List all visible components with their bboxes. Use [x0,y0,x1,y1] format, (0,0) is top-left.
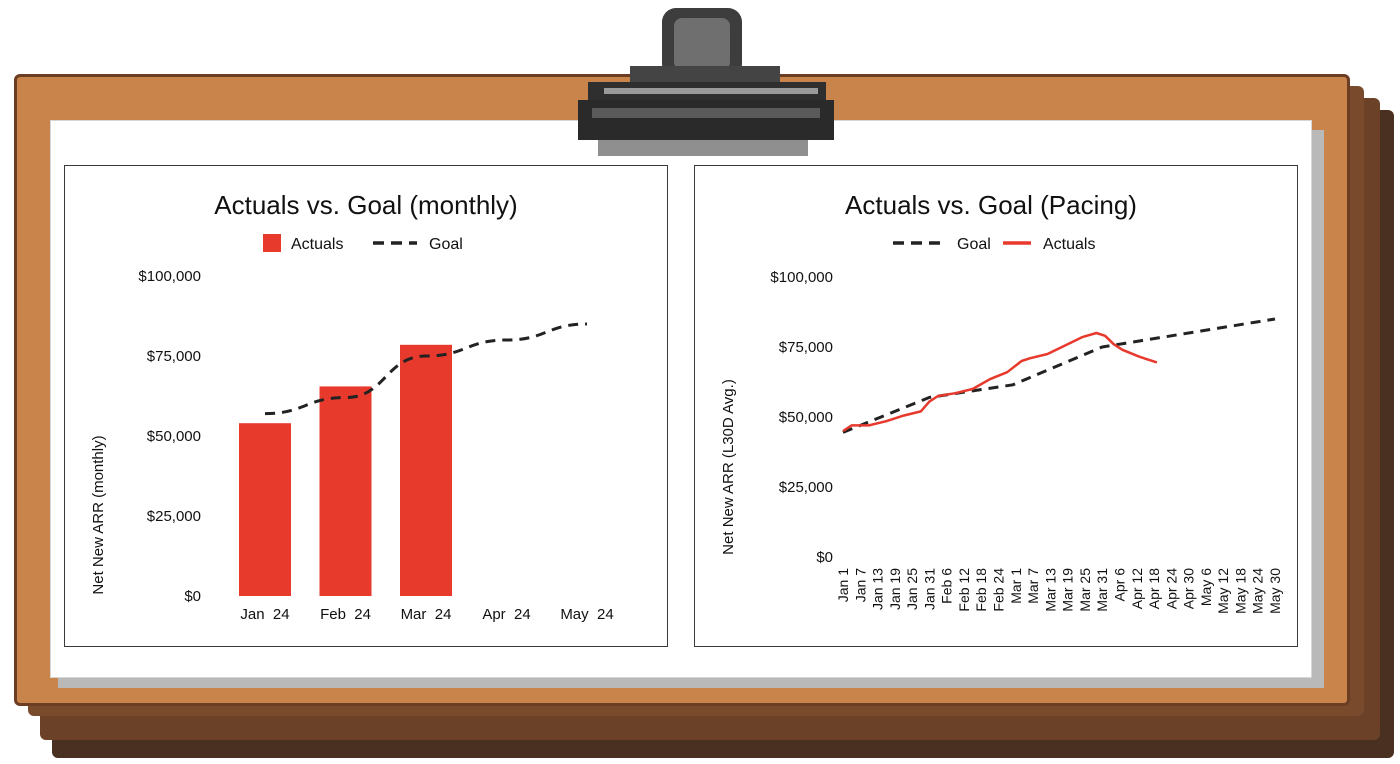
legend-label-actuals: Actuals [1043,236,1095,253]
plot-area: Jan 24 Feb 24 Mar 24 Apr 24 May 24 [239,324,614,623]
x-tick-label: May 12 [1215,568,1231,614]
x-tick-label: Jan 24 [240,606,289,623]
x-tick-label: Feb 24 [991,568,1007,612]
monthly-chart: Actuals vs. Goal (monthly) Actuals Goal … [65,166,667,646]
x-tick-label: Jan 19 [887,568,903,610]
y-tick-label: $100,000 [770,269,833,286]
x-tick-label: Mar 24 [401,606,452,623]
x-tick-label: Mar 7 [1025,568,1041,604]
chart-title: Actuals vs. Goal (monthly) [214,190,517,220]
x-tick-label: Apr 24 [1163,568,1179,609]
x-tick-label: Jan 1 [835,568,851,602]
x-tick-label: Mar 31 [1094,568,1110,612]
x-tick-label: Mar 25 [1077,568,1093,612]
legend-label-actuals: Actuals [291,236,343,253]
x-tick-label: Mar 19 [1060,568,1076,612]
x-tick-label: Jan 7 [852,568,868,602]
x-tick-label: May 24 [1250,568,1266,614]
x-tick-label: Feb 6 [939,568,955,604]
legend: Actuals Goal [263,234,463,253]
chart-panel-monthly: Actuals vs. Goal (monthly) Actuals Goal … [64,165,668,647]
x-tick-label: Mar 1 [1008,568,1024,604]
x-tick-label: Jan 13 [870,568,886,610]
y-tick-label: $0 [816,549,833,566]
y-tick-label: $50,000 [147,428,201,445]
x-tick-label: Jan 25 [904,568,920,610]
x-tick-label: Apr 30 [1181,568,1197,609]
x-tick-label: Feb 12 [956,568,972,612]
legend-label-goal: Goal [429,236,463,253]
x-tick-label: May 24 [560,606,613,623]
x-tick-label: May 18 [1232,568,1248,614]
y-tick-label: $75,000 [779,339,833,356]
chart-title: Actuals vs. Goal (Pacing) [845,190,1137,220]
y-tick-label: $25,000 [779,479,833,496]
y-axis-label: Net New ARR (L30D Avg.) [720,379,737,555]
y-axis-ticks: $100,000 $75,000 $50,000 $25,000 $0 [770,269,833,566]
x-tick-label: Apr 24 [482,606,530,623]
x-tick-label: Apr 12 [1129,568,1145,609]
y-tick-label: $75,000 [147,348,201,365]
x-tick-label: May 30 [1267,568,1283,614]
x-tick-label: Feb 18 [973,568,989,612]
x-tick-label: Feb 24 [320,606,371,623]
pacing-chart: Actuals vs. Goal (Pacing) Goal Actuals N… [695,166,1297,646]
bar-actuals [320,386,372,596]
x-tick-label: Mar 13 [1042,568,1058,612]
y-tick-label: $50,000 [779,409,833,426]
y-axis-ticks: $100,000 $75,000 $50,000 $25,000 $0 [138,268,201,605]
x-tick-label: Jan 31 [921,568,937,610]
legend-label-goal: Goal [957,236,991,253]
x-tick-label: May 6 [1198,568,1214,606]
y-tick-label: $100,000 [138,268,201,285]
chart-panel-pacing: Actuals vs. Goal (Pacing) Goal Actuals N… [694,165,1298,647]
clipboard-clip-icon [0,0,1400,170]
legend-swatch-actuals [263,234,281,252]
bar-actuals [400,345,452,596]
y-tick-label: $0 [184,588,201,605]
x-tick-label: Apr 6 [1112,568,1128,602]
y-tick-label: $25,000 [147,508,201,525]
bar-actuals [239,423,291,596]
x-tick-label: Apr 18 [1146,568,1162,609]
actuals-line [843,333,1157,431]
legend: Goal Actuals [893,236,1095,253]
y-axis-label: Net New ARR (monthly) [90,435,107,594]
